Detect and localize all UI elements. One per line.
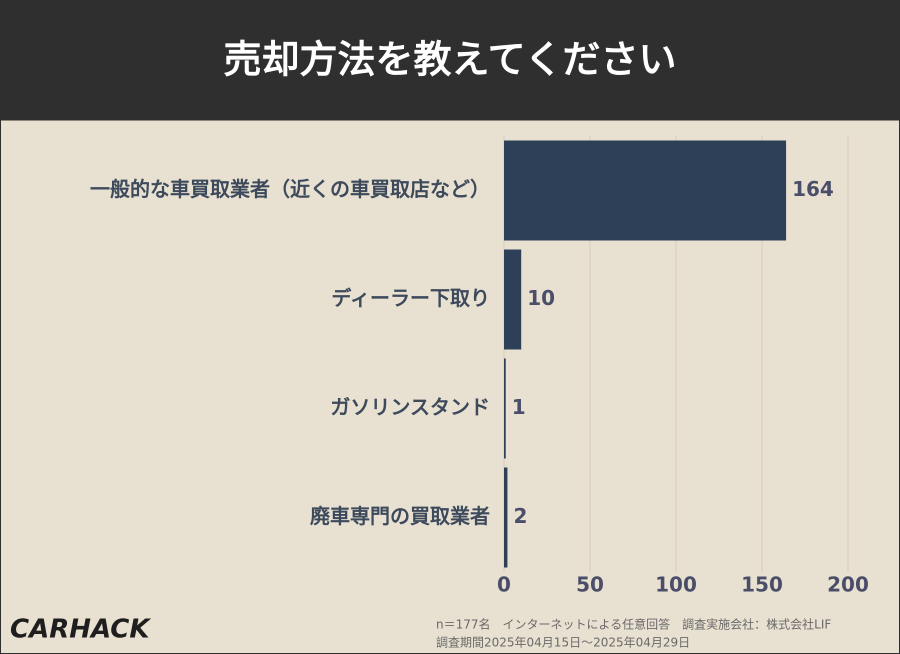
bar [504,140,787,241]
bar [504,249,522,350]
x-tick-label: 200 [827,573,869,597]
value-label: 2 [513,504,527,528]
chart-title: 売却方法を教えてください [224,38,677,82]
y-tick-label: 廃車専門の買取業者 [310,504,490,528]
footnote: n＝177名 インターネットによる任意回答 調査実施会社：株式会社LIF [436,617,831,632]
x-tick-label: 50 [576,573,604,597]
x-tick-label: 150 [741,573,783,597]
y-tick-label: ガソリンスタンド [330,395,490,419]
x-tick-label: 0 [497,573,511,597]
value-label: 1 [512,395,526,419]
bar [504,467,508,568]
brand-logo: CARHACK [10,615,151,645]
y-tick-label: 一般的な車買取業者（近くの車買取店など） [90,177,490,201]
y-tick-label: ディーラー下取り [331,286,490,310]
footnote: 調査期間2025年04月15日〜2025年04月29日 [436,636,690,650]
title-banner [0,0,900,120]
value-label: 10 [527,286,555,310]
value-label: 164 [792,177,834,201]
bar [504,358,506,459]
x-tick-label: 100 [655,573,697,597]
